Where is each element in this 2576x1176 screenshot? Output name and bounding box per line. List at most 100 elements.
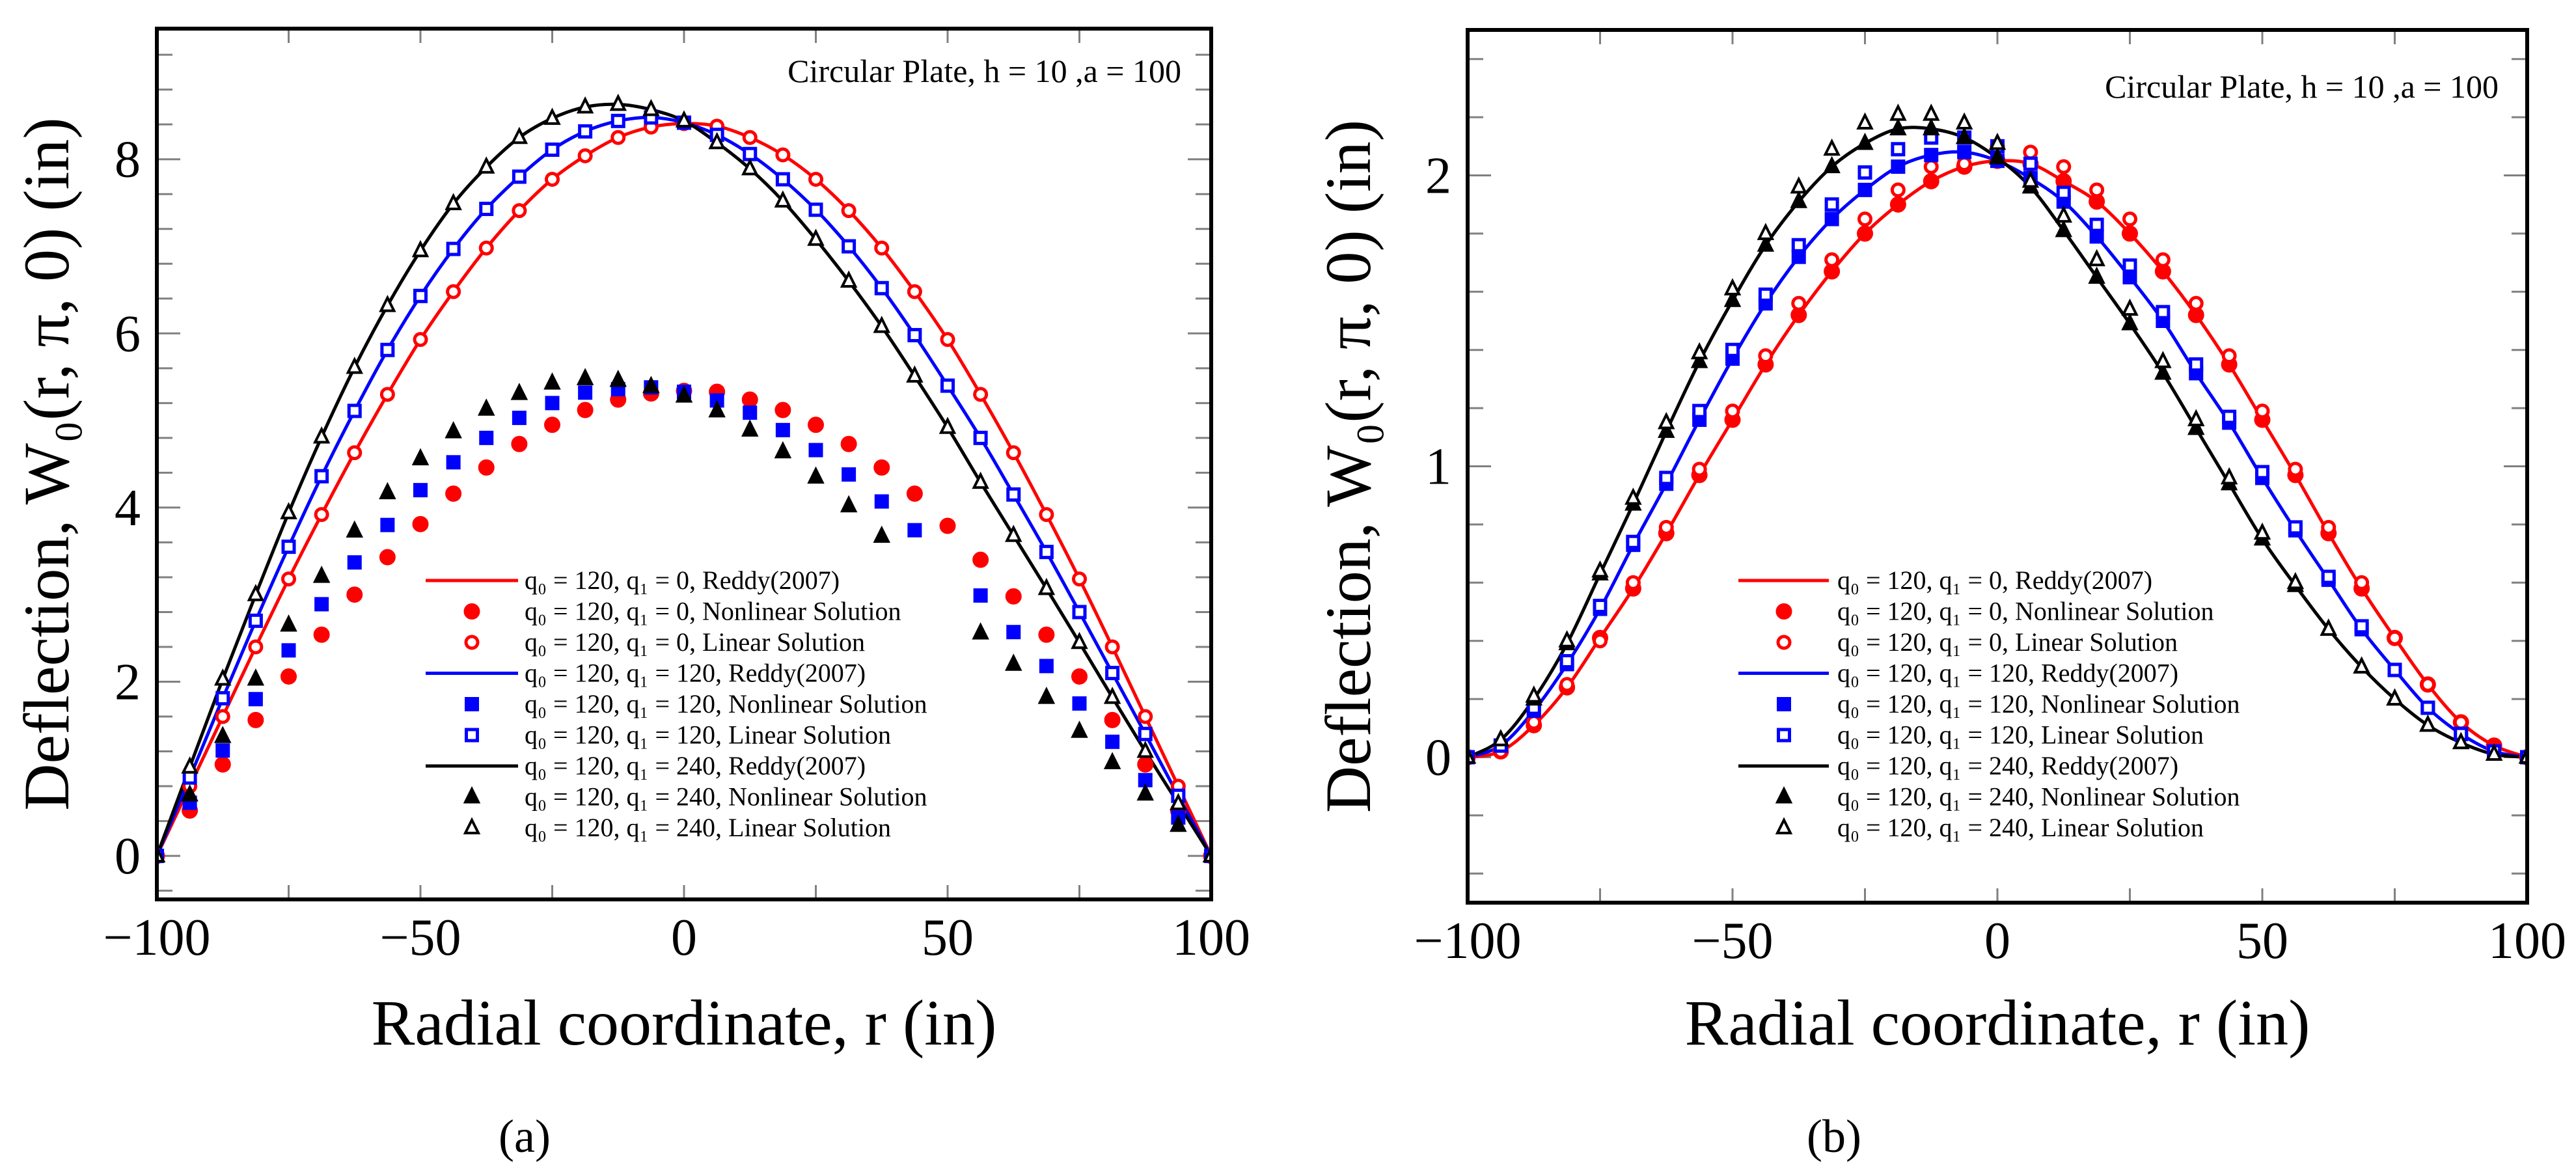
data-point-triangle-filled (1790, 191, 1807, 208)
data-point-square-open (2156, 305, 2171, 320)
data-point-triangle-open (906, 365, 924, 383)
data-point-triangle-filled (741, 419, 759, 437)
legend-item: q₀ = 120, q₁ = 240, Reddy(2007) (426, 751, 866, 780)
legend: q₀ = 120, q₁ = 0, Reddy(2007)q₀ = 120, q… (426, 566, 927, 842)
data-point-triangle-open (280, 502, 297, 519)
data-point-square-open (1105, 666, 1120, 681)
data-point-circle-open (577, 148, 593, 163)
data-point-triangle-open (1658, 411, 1675, 430)
data-point-square-open (1692, 403, 1707, 418)
data-point-square-filled (413, 483, 428, 498)
data-point-triangle-open (1071, 631, 1088, 650)
data-point-square-filled (775, 422, 790, 437)
data-point-square-open (2122, 258, 2137, 273)
plot-frame (1466, 28, 2529, 905)
data-point-square-filled (545, 396, 560, 411)
data-point-triangle-filled (1856, 132, 1874, 150)
x-tick-label: 100 (1172, 909, 1250, 966)
data-point-triangle-filled (445, 421, 462, 439)
data-point-triangle-filled (873, 525, 890, 543)
legend-label: q₀ = 120, q₁ = 120, Reddy(2007) (525, 659, 866, 688)
data-point-triangle-filled (1005, 653, 1022, 671)
data-point-triangle-open (2121, 298, 2139, 316)
data-point-circle-open (1072, 571, 1087, 587)
data-point-circle-filled (939, 517, 956, 534)
data-point-square-open (2023, 156, 2038, 171)
data-point-circle-filled (346, 586, 363, 603)
data-point-triangle-filled (609, 370, 627, 387)
data-point-triangle-filled (2055, 219, 2072, 238)
legend-label: q₀ = 120, q₁ = 240, Linear Solution (1837, 813, 2204, 842)
data-point-circle-filled (1857, 225, 1873, 242)
data-point-circle-filled (1889, 196, 1906, 213)
data-point-circle-open (2122, 212, 2137, 227)
data-point-circle-open (248, 639, 264, 655)
data-point-triangle-open (510, 126, 528, 144)
data-point-square-filled (1039, 659, 1054, 674)
data-point-square-open (182, 770, 197, 785)
data-point-triangle-filled (214, 726, 232, 743)
data-point-triangle-filled (312, 566, 331, 583)
data-point-triangle-filled (1690, 351, 1708, 368)
legend-item: q₀ = 120, q₁ = 120, Reddy(2007) (426, 659, 866, 688)
data-point-circle-open (610, 130, 626, 145)
data-point-triangle-open (2485, 743, 2503, 761)
legend-item: q₀ = 120, q₁ = 0, Reddy(2007) (1738, 566, 2152, 595)
data-point-square-open (2056, 185, 2071, 200)
data-point-square-filled (1891, 159, 1906, 174)
data-point-triangle-filled (1988, 147, 2007, 165)
data-point-circle-open (1559, 677, 1575, 692)
data-point-square-open (1791, 238, 1806, 253)
legend-label: q₀ = 120, q₁ = 240, Reddy(2007) (525, 751, 866, 780)
data-point-square-open (2354, 619, 2369, 634)
data-point-circle-open (2420, 677, 2435, 692)
data-point-circle-open (379, 387, 395, 402)
data-point-square-open (1006, 487, 1021, 502)
data-point-triangle-filled (346, 520, 363, 538)
data-point-square-open (743, 146, 758, 161)
data-point-triangle-filled (642, 376, 660, 393)
data-point-circle-filled (774, 402, 791, 418)
data-point-triangle-open (873, 316, 890, 333)
data-point-triangle-open (478, 156, 495, 174)
data-point-circle-open (742, 130, 758, 145)
data-point-square-filled (1924, 148, 1939, 163)
data-point-triangle-filled (840, 495, 858, 513)
data-point-triangle-open (2286, 571, 2305, 590)
data-point-triangle-filled (510, 383, 528, 400)
caption-b: (b) (1807, 1110, 1861, 1162)
legend-item: q₀ = 120, q₁ = 240, Nonlinear Solution (1775, 782, 2240, 812)
data-point-triangle-open (2055, 205, 2072, 223)
legend-label: q₀ = 120, q₁ = 240, Linear Solution (525, 813, 891, 842)
data-point-square-open (1758, 287, 1773, 302)
legend-label: q₀ = 120, q₁ = 240, Reddy(2007) (1837, 751, 2178, 780)
y-tick-label: 0 (1425, 730, 1451, 787)
data-point-square-filled (842, 467, 856, 482)
legend-marker-swatch (1775, 603, 1792, 620)
data-point-square-open (347, 403, 362, 418)
data-point-circle-open (1758, 348, 1774, 364)
data-point-square-open (874, 280, 889, 295)
legend: q₀ = 120, q₁ = 0, Reddy(2007) q₀ = 120, q… (1738, 566, 2240, 842)
data-point-square-open (1593, 599, 1608, 614)
data-point-triangle-open (708, 131, 726, 150)
data-point-square-filled (1105, 734, 1120, 749)
data-point-circle-filled (214, 756, 231, 773)
data-point-circle-filled (808, 417, 824, 433)
data-point-triangle-open (1136, 741, 1154, 758)
data-point-circle-open (2188, 295, 2204, 311)
legend-item: q₀ = 120, q₁ = 240, Linear Solution (463, 813, 891, 842)
data-point-triangle-open (312, 426, 331, 444)
x-tick-label: −100 (103, 909, 210, 966)
series-markers-2 (1468, 139, 2527, 765)
axis-ticks (1468, 30, 2527, 903)
data-point-circle-filled (873, 459, 890, 476)
data-point-circle-filled (445, 485, 462, 502)
data-point-circle-filled (379, 549, 396, 566)
data-point-circle-open (2387, 630, 2402, 646)
data-point-circle-filled (1104, 711, 1121, 728)
y-tick-label: 2 (115, 654, 141, 711)
data-point-circle-open (314, 507, 329, 523)
data-point-square-filled (1006, 625, 1021, 640)
